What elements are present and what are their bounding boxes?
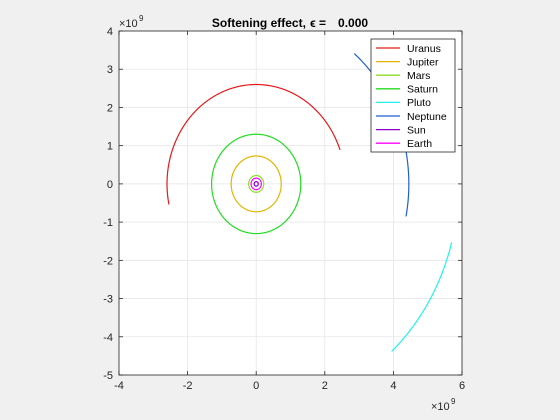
- x-tick-label: 2: [322, 380, 328, 392]
- y-tick-label: 0: [107, 179, 113, 191]
- legend-label-sun: Sun: [407, 124, 426, 136]
- legend-label-saturn: Saturn: [407, 84, 438, 96]
- series-line-mars: [248, 174, 265, 193]
- x-tick-label: -2: [183, 380, 193, 392]
- legend-box: [370, 38, 456, 153]
- series-line-pluto: [391, 242, 453, 352]
- legend-label-mars: Mars: [407, 70, 430, 82]
- chart-title: Softening effect, ϵ = 0.000: [212, 16, 368, 30]
- legend-label-earth: Earth: [407, 138, 432, 150]
- chart-title-main: Softening effect,: [212, 16, 306, 30]
- y-tick-label: 3: [107, 64, 113, 76]
- series-line-jupiter: [230, 155, 282, 213]
- y-tick-label: -1: [103, 217, 113, 229]
- y-tick-label: -4: [103, 332, 113, 344]
- x-exponent-base: ×10: [431, 401, 450, 413]
- legend-label-neptune: Neptune: [407, 111, 447, 123]
- chart-title-value: 0.000: [338, 16, 368, 30]
- series-line-earth: [250, 177, 262, 191]
- x-tick-label: 0: [253, 380, 259, 392]
- x-exponent-power: 9: [451, 397, 456, 406]
- y-tick-label: 1: [107, 141, 113, 153]
- series-line-uranus: [166, 83, 341, 205]
- series-line-saturn: [211, 133, 302, 235]
- chart-title-symbol: ϵ =: [310, 16, 326, 30]
- y-tick-label: 2: [107, 102, 113, 114]
- y-tick-label: -5: [103, 370, 113, 382]
- y-exponent-base: ×10: [119, 18, 138, 30]
- axes-box: [118, 30, 463, 376]
- x-tick-label: 6: [459, 380, 465, 392]
- legend-label-jupiter: Jupiter: [407, 56, 439, 68]
- x-tick-label: -4: [114, 380, 124, 392]
- y-tick-label: -3: [103, 294, 113, 306]
- x-tick-label: 4: [390, 380, 396, 392]
- y-exponent-power: 9: [139, 14, 144, 23]
- series-line-sun: [253, 181, 259, 187]
- y-tick-label: -2: [103, 255, 113, 267]
- legend-label-uranus: Uranus: [407, 43, 441, 55]
- legend-label-pluto: Pluto: [407, 97, 431, 109]
- y-tick-label: 4: [107, 26, 113, 38]
